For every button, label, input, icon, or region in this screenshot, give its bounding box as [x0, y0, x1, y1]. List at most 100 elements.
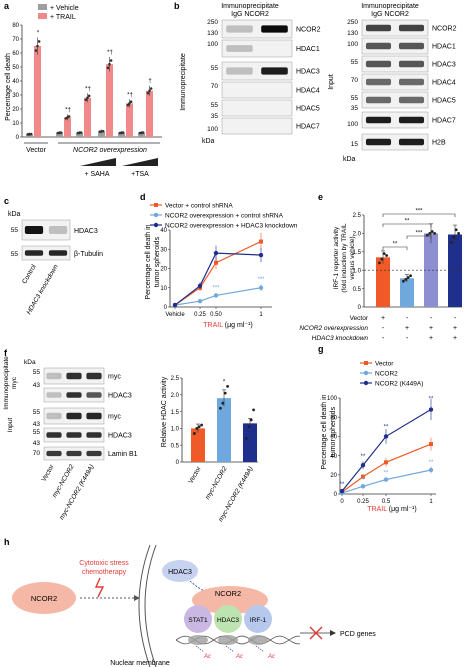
blot-b-right-band-label: HDAC4 [432, 80, 456, 87]
ip-title-left: Immunoprecipitate [221, 3, 279, 10]
nuclear-membrane-outer [138, 544, 151, 667]
panel-a-ytick-label: 10 [12, 121, 19, 127]
nucleosome-shape [188, 635, 208, 645]
panel-e-significance-bracket [382, 246, 408, 250]
panel-e-dot [385, 254, 388, 257]
panel-a-ytick-label: 80 [12, 23, 19, 29]
panel-e-dot [402, 279, 405, 283]
panel-e-significance-label: *** [415, 231, 423, 237]
panel-f-dot [197, 425, 201, 429]
panel-g-significance-bottom: ** [361, 477, 366, 483]
panel-a-letter: a [4, 1, 10, 11]
panel-d-ylabel-2: tumor spheroids [154, 236, 161, 287]
panel-f-bar [243, 423, 257, 462]
blot-f-myc-band [46, 412, 62, 420]
panel-f-side-ip: Immunoprecipitate [3, 356, 10, 410]
tsa-gradient-wedge [122, 158, 158, 166]
panel-c-letter: c [4, 196, 9, 206]
blot-b-right-band-label: H2B [432, 140, 446, 147]
side-label-input: Input [328, 74, 335, 90]
panel-d-xtick-label: 0.25 [194, 312, 206, 318]
panel-f-dot [223, 391, 227, 395]
panel-g-series-line [341, 409, 432, 492]
panel-f-dot [245, 437, 248, 440]
panel-a-dot [128, 102, 131, 105]
panel-g-significance-top: ** [340, 482, 345, 488]
panel-g-xtick-label: 0.25 [357, 499, 369, 505]
panel-a-bar [126, 103, 133, 137]
blot-c-hdac3-frame [21, 219, 71, 241]
hdac3-complex-label: HDAC3 [217, 617, 239, 624]
ac-mark-1: Ac [203, 654, 211, 660]
stress-label-2: chemotherapy [82, 569, 127, 576]
blot-b-left-hdac3-band [226, 67, 253, 75]
blot-b-right-band-label: HDAC1 [432, 44, 456, 51]
blot-b-right-band-label: HDAC7 [432, 118, 456, 125]
dna-strand [175, 635, 301, 653]
blot-b-left-hdac7-frame [221, 117, 293, 135]
blot-f-myc-band [86, 412, 102, 420]
panel-a-dot [101, 129, 105, 133]
panel-g-point [428, 467, 434, 473]
panel-e-dot [450, 241, 453, 245]
panel-a-ytick-label: 50 [12, 65, 19, 71]
panel-f-letter: f [4, 348, 8, 358]
blot-b-right-hdac7-band [365, 116, 392, 124]
panel-f-ytick-label: 1.5 [171, 410, 180, 416]
panel-f-dot [252, 408, 256, 412]
panel-e-row-label: Vector [350, 315, 369, 322]
panel-b: b Immunoprecipitate IgG NCOR2 Immunoprec… [174, 1, 457, 163]
panel-a-yaxis: 0 10 20 30 40 50 60 70 80 [12, 23, 162, 141]
panel-f-dot [195, 427, 199, 430]
panel-e-significance-label: ** [405, 219, 410, 225]
blot-f-hdac3-band [66, 432, 82, 438]
panel-e-dot [404, 278, 408, 281]
panel-e-row-label: NCOR2 overexpression [299, 325, 368, 332]
blot-b-right-h2b-frame [361, 133, 429, 151]
panel-d-chart: 0 10 20 30 40 Vehicle 0.25 0.50 1 *** *** [160, 228, 272, 318]
blot-b-left-hdac1-frame [221, 39, 293, 58]
blot-f-myc-band [66, 372, 82, 380]
panel-d-xlabel-trail: TRAIL [203, 322, 223, 329]
panel-g-legend-label: NCOR2 [375, 371, 398, 378]
panel-a-dot [87, 94, 91, 98]
panel-f-bar [191, 428, 205, 462]
panel-g-series-line [341, 469, 432, 494]
blot-b-right-hdac3-band [365, 60, 392, 68]
panel-a-bar [84, 97, 91, 137]
stat1-label: STAT1 [188, 617, 208, 624]
blot-b-right-hdac4-band [398, 78, 425, 86]
lightning-icon [94, 577, 105, 598]
panel-g-chart: 0 20 40 60 80 100 0 0.25 0.5 1 ** ** ** ** ** ** ** [327, 396, 436, 505]
blot-f-mw-label: 43 [33, 440, 41, 447]
panel-e-row-mark: + [453, 325, 457, 332]
blot-b-left-mw-label: 130 [207, 30, 218, 37]
panel-f-chart: 00.51.01.52.02.5*Vector myc-NCOR2myc-NCOR… [171, 376, 258, 523]
blot-f-band-label: HDAC3 [108, 393, 132, 400]
panel-g: g Vector NCOR2 NCOR2 (K449A) Percentage ce… [318, 344, 436, 513]
blot-f-mw-label: 55 [33, 409, 41, 416]
blot-b-right-mw-label: 130 [347, 30, 358, 37]
panel-g-point [429, 442, 433, 447]
panel-g-significance-bottom: ** [384, 471, 389, 477]
panel-f-dot [226, 385, 230, 388]
panel-d-series-line [174, 252, 262, 306]
panel-e-row-mark: - [406, 335, 409, 342]
panel-a-dot [29, 132, 33, 136]
panel-g-ytick-label: 40 [330, 454, 337, 460]
blot-b-right-hdac7-frame [361, 111, 429, 129]
panel-e-row-mark: + [429, 335, 433, 342]
panel-d-ytick-label: 20 [160, 267, 167, 273]
blot-c-mw-label: 55 [11, 251, 19, 258]
blot-b-right: NCOR2 HDAC1 HDAC3 HDAC4 HDAC5 HDAC7 H2B 250 130 1… [347, 19, 457, 151]
panel-d-point [197, 283, 203, 289]
blot-c-hdac3-band [24, 226, 44, 234]
blot-f-mw-label: 70 [33, 450, 41, 457]
blot-b-right-h2b-band [398, 138, 425, 146]
panel-e-ytick-label: 2.0 [353, 232, 362, 238]
panel-f-dot [247, 425, 251, 429]
panel-a-significance-mark: *† [65, 107, 71, 113]
panel-g-point [360, 484, 366, 489]
panel-e-ytick-label: 0.5 [353, 287, 362, 293]
